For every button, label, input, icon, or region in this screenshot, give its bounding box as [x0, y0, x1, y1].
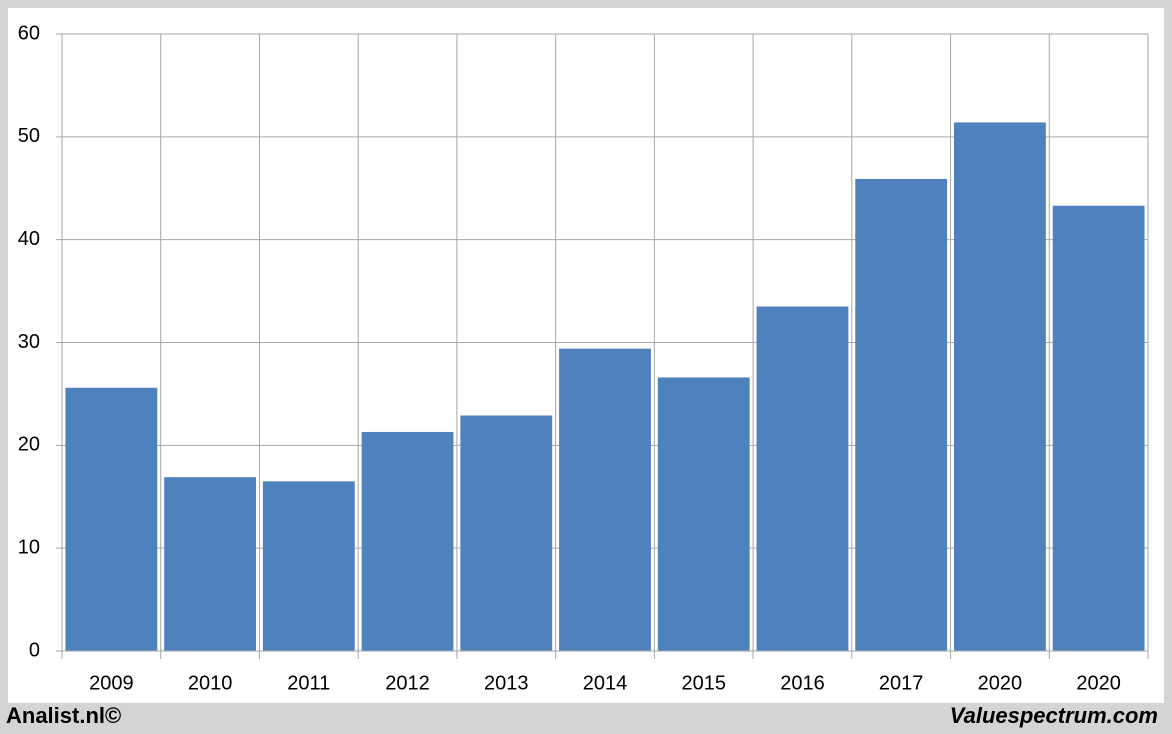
x-tick-label: 2014 [583, 672, 628, 694]
x-tick-label: 2015 [681, 672, 726, 694]
y-tick-label: 20 [18, 434, 40, 456]
bar [65, 387, 158, 651]
y-tick-label: 50 [18, 125, 40, 147]
y-tick-label: 60 [18, 22, 40, 44]
bar [361, 431, 454, 651]
bar [1052, 205, 1145, 651]
bar [559, 348, 651, 651]
x-tick-label: 2009 [89, 672, 134, 694]
x-tick-label: 2013 [484, 672, 529, 694]
x-tick-label: 2017 [879, 672, 924, 694]
y-tick-label: 0 [29, 639, 40, 661]
bar [855, 178, 948, 651]
bar [954, 122, 1046, 652]
x-tick-label: 2012 [385, 672, 430, 694]
y-tick-label: 30 [18, 331, 40, 353]
x-tick-label: 2011 [287, 672, 330, 694]
y-tick-label: 40 [18, 228, 40, 250]
x-tick-label: 2020 [1076, 672, 1121, 694]
x-tick-label: 2016 [780, 672, 825, 694]
bar [657, 377, 750, 651]
bar [460, 415, 553, 651]
footer-right: Valuespectrum.com [950, 703, 1158, 728]
bar [164, 477, 256, 651]
bar [756, 306, 849, 651]
bar [262, 481, 355, 651]
y-tick-label: 10 [18, 536, 40, 558]
x-tick-label: 2020 [978, 672, 1023, 694]
x-tick-label: 2010 [188, 672, 233, 694]
footer-left: Analist.nl© [6, 703, 121, 728]
